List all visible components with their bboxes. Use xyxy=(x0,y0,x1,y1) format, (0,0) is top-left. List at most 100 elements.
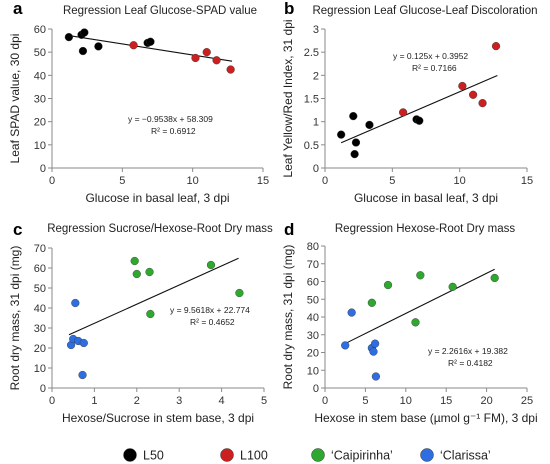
legend-marker-caipirinha xyxy=(311,448,325,462)
y-tick-label: 30 xyxy=(34,94,46,106)
y-tick-label: 50 xyxy=(307,294,319,306)
y-tick-label: 10 xyxy=(307,365,319,377)
chart-title: Regression Leaf Glucose-Leaf Discolorati… xyxy=(312,5,537,17)
legend-label-l100: L100 xyxy=(240,449,268,463)
y-tick-label: 60 xyxy=(307,277,319,289)
data-point-l50 xyxy=(350,150,359,159)
regression-equation: y = −0.9538x + 58.309 xyxy=(128,114,213,124)
y-tick-label: 40 xyxy=(34,303,46,315)
r-squared-label: R² = 0.4652 xyxy=(190,317,235,327)
y-tick-label: 0 xyxy=(40,383,46,395)
y-tick-label: 0 xyxy=(313,383,319,395)
y-tick-label: 70 xyxy=(34,243,46,255)
data-point-caipirinha xyxy=(146,309,155,319)
r-squared-label: R² = 0.6912 xyxy=(151,126,196,136)
x-axis-title: Glucose in basal leaf, 3 dpi xyxy=(354,191,498,205)
x-tick-label: 15 xyxy=(257,175,269,187)
data-point-l100 xyxy=(129,41,138,50)
data-point-caipirinha xyxy=(383,280,393,290)
data-point-l50 xyxy=(94,42,103,51)
x-tick-label: 3 xyxy=(176,395,182,407)
y-axis-title: Root dry mass, 31 dpi (mg) xyxy=(281,245,295,390)
data-point-caipirinha xyxy=(145,267,154,277)
panel-label: a xyxy=(13,0,23,18)
data-point-l100 xyxy=(202,48,211,57)
data-point-l50 xyxy=(80,28,89,37)
trendline xyxy=(340,75,498,144)
y-axis-title: Leaf SPAD value, 30 dpi xyxy=(8,34,22,164)
data-point-l100 xyxy=(469,90,478,99)
x-tick-label: 10 xyxy=(454,175,466,187)
data-point-l100 xyxy=(399,108,408,117)
x-tick-label: 15 xyxy=(440,395,452,407)
legend-marker-clarissa xyxy=(420,448,434,462)
x-tick-label: 0 xyxy=(322,395,328,407)
x-tick-label: 1 xyxy=(91,395,97,407)
x-tick-label: 5 xyxy=(389,175,395,187)
legend: L50 L100 ‘Caipirinha’ ‘Clarissa’ xyxy=(123,448,491,463)
data-point-caipirinha xyxy=(367,298,376,307)
y-tick-label: 30 xyxy=(34,323,46,335)
chart-title: Regression Leaf Glucose-SPAD value xyxy=(63,5,257,17)
data-point-l50 xyxy=(337,130,346,139)
data-point-l50 xyxy=(415,116,424,125)
data-point-clarissa xyxy=(71,298,80,308)
data-point-l100 xyxy=(478,99,487,108)
x-tick-label: 20 xyxy=(480,395,492,407)
y-tick-label: 2.5 xyxy=(304,47,319,59)
y-tick-label: 0 xyxy=(40,163,46,175)
data-point-l50 xyxy=(146,37,155,46)
data-point-l50 xyxy=(365,120,374,130)
data-point-caipirinha xyxy=(416,271,425,280)
y-tick-label: 20 xyxy=(307,348,319,360)
x-tick-label: 0 xyxy=(49,395,55,407)
data-point-clarissa xyxy=(370,339,380,348)
y-tick-label: 1 xyxy=(313,117,319,129)
y-tick-label: 20 xyxy=(34,343,46,355)
y-tick-label: 70 xyxy=(307,259,319,271)
data-point-caipirinha xyxy=(490,273,499,283)
y-tick-label: 30 xyxy=(307,330,319,342)
data-point-l100 xyxy=(491,42,501,51)
x-tick-label: 15 xyxy=(521,175,533,187)
y-tick-label: 10 xyxy=(34,363,46,375)
panel-label: d xyxy=(284,220,294,239)
x-tick-label: 10 xyxy=(187,175,199,187)
data-point-l100 xyxy=(212,56,221,65)
data-point-clarissa xyxy=(79,338,88,348)
y-tick-label: 60 xyxy=(34,24,46,36)
trendline xyxy=(68,35,233,62)
data-point-clarissa xyxy=(341,341,350,350)
y-axis-title: Root dry mass, 31 dpi (mg) xyxy=(8,246,22,391)
y-tick-label: 40 xyxy=(307,312,319,324)
x-tick-label: 5 xyxy=(119,175,125,187)
data-point-clarissa xyxy=(347,308,356,317)
y-tick-label: 10 xyxy=(34,140,46,152)
trendline xyxy=(344,268,495,345)
regression-equation: y = 0.125x + 0.3952 xyxy=(393,51,468,61)
x-axis-title: Hexose in stem base (µmol g⁻¹ FM), 3 dpi xyxy=(314,411,537,425)
chart-title: Regression Hexose-Root Dry mass xyxy=(335,223,515,235)
panel-c: c Regression Sucrose/Hexose-Root Dry mass… xyxy=(8,220,273,425)
data-point-l100 xyxy=(226,65,235,74)
regression-equation: y = 2.2616x + 19.382 xyxy=(428,346,508,356)
x-tick-label: 5 xyxy=(261,395,267,407)
y-tick-label: 0 xyxy=(313,163,319,175)
r-squared-label: R² = 0.4182 xyxy=(448,358,493,368)
y-tick-label: 20 xyxy=(34,117,46,129)
x-tick-label: 0 xyxy=(49,175,55,187)
trendline xyxy=(68,257,239,336)
panel-b: b Regression Leaf Glucose-Leaf Discolorat… xyxy=(281,0,538,205)
data-point-l50 xyxy=(349,112,358,121)
y-tick-label: 40 xyxy=(34,70,46,82)
panel-label: b xyxy=(284,0,294,18)
x-axis-title: Glucose in basal leaf, 3 dpi xyxy=(85,191,229,205)
data-point-l50 xyxy=(64,33,73,42)
chart-title: Regression Sucrose/Hexose-Root Dry mass xyxy=(47,223,273,235)
legend-label-clarissa: ‘Clarissa’ xyxy=(440,449,491,463)
r-squared-label: R² = 0.7166 xyxy=(412,63,457,73)
data-point-clarissa xyxy=(371,372,381,381)
x-tick-label: 4 xyxy=(219,395,225,407)
y-tick-label: 0.5 xyxy=(304,140,319,152)
x-axis-title: Hexose/Sucrose in stem base, 3 dpi xyxy=(62,411,254,425)
